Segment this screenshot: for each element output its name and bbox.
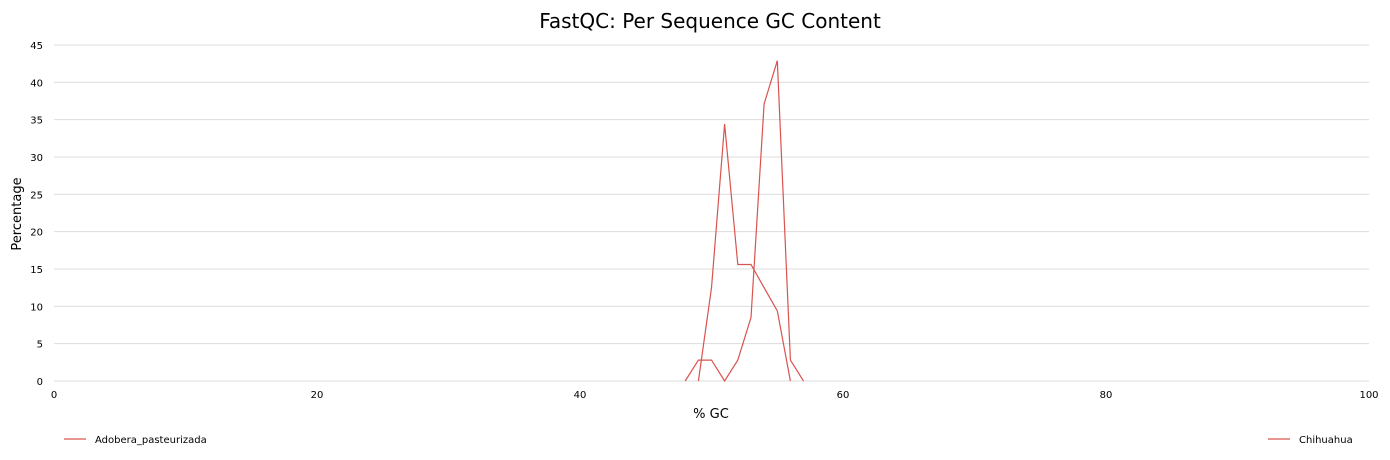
x-tick-label: 80 — [1100, 390, 1113, 401]
x-tick-label: 100 — [1359, 390, 1378, 401]
x-tick-label: 60 — [837, 390, 850, 401]
y-tick-label: 25 — [30, 190, 43, 201]
legend: Adobera_pasteurizada Chihuahua — [64, 435, 1353, 446]
legend-label: Adobera_pasteurizada — [95, 435, 207, 446]
legend-label: Chihuahua — [1299, 435, 1353, 446]
series-layer — [684, 60, 805, 383]
grid-layer — [54, 44, 1369, 382]
x-tick-label: 20 — [311, 390, 324, 401]
y-axis-label: Percentage — [10, 177, 25, 250]
x-tick-labels: 0 20 40 60 80 100 — [51, 390, 1379, 401]
chart-title: FastQC: Per Sequence GC Content — [539, 9, 881, 33]
x-tick-label: 0 — [51, 390, 57, 401]
x-axis-label: % GC — [693, 407, 729, 422]
y-tick-label: 30 — [30, 153, 43, 164]
y-tick-labels: 0 5 10 15 20 25 30 35 40 45 — [30, 41, 43, 388]
y-tick-label: 45 — [30, 41, 43, 52]
y-tick-label: 5 — [37, 340, 43, 351]
y-tick-label: 0 — [37, 377, 43, 388]
series-line-2 — [697, 124, 791, 382]
x-tick-label: 40 — [574, 390, 587, 401]
y-tick-label: 15 — [30, 265, 43, 276]
y-tick-label: 35 — [30, 116, 43, 127]
y-tick-label: 40 — [30, 78, 43, 89]
y-tick-label: 20 — [30, 228, 43, 239]
series-line-1 — [684, 60, 805, 383]
y-tick-label: 10 — [30, 302, 43, 313]
